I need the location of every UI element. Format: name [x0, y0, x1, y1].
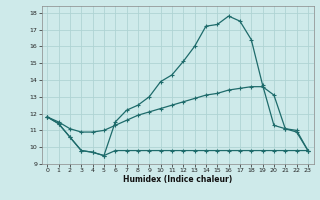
X-axis label: Humidex (Indice chaleur): Humidex (Indice chaleur): [123, 175, 232, 184]
